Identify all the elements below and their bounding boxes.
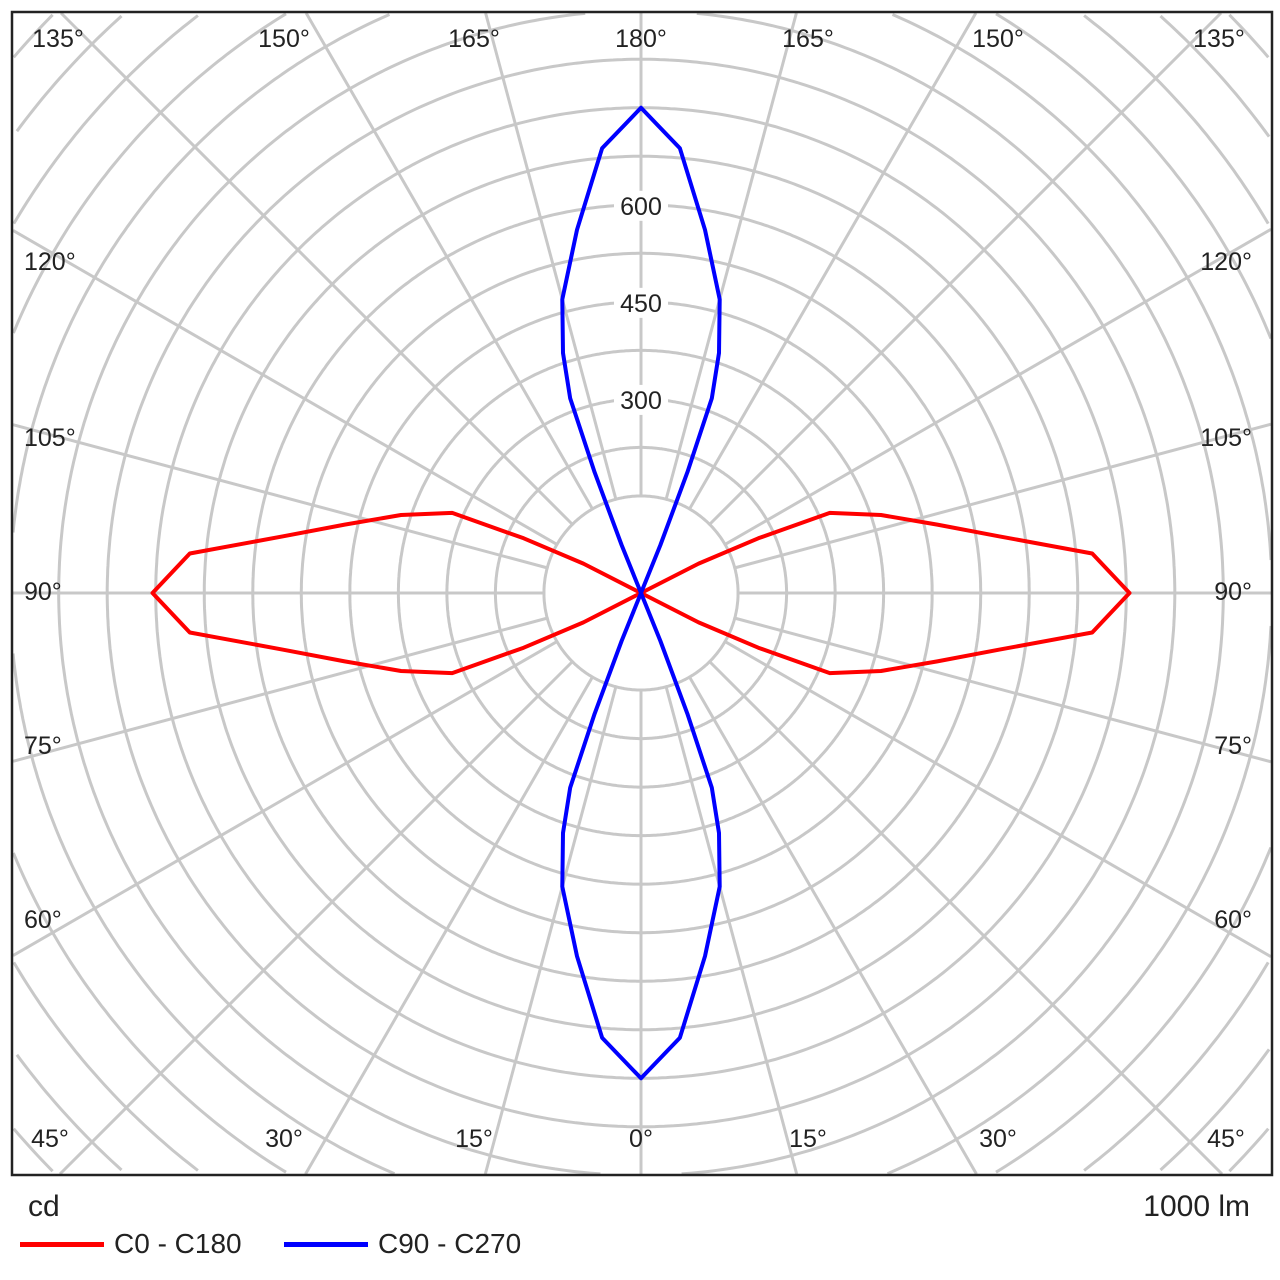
grid-spoke xyxy=(304,12,594,510)
grid-ring xyxy=(57,11,1225,1176)
radial-tick-bg xyxy=(614,190,668,221)
angle-label: 15° xyxy=(789,1125,827,1153)
luminous-flux-label: 1000 lm xyxy=(1143,1190,1250,1223)
grid-spoke xyxy=(734,422,1272,570)
angle-label: 120° xyxy=(1200,248,1252,276)
grid-spoke xyxy=(12,640,558,957)
angle-label: 60° xyxy=(1214,906,1252,934)
grid-spoke xyxy=(708,11,1223,526)
grid-spoke xyxy=(664,686,799,1175)
legend-label: C90 - C270 xyxy=(378,1228,522,1259)
angle-label: 90° xyxy=(1214,578,1252,606)
angle-label: 105° xyxy=(1200,424,1252,452)
grid-spoke xyxy=(59,11,574,526)
angle-label: 45° xyxy=(1207,1125,1245,1153)
angle-label: 30° xyxy=(265,1125,303,1153)
grid-spoke xyxy=(12,423,548,570)
angle-label: 30° xyxy=(979,1125,1017,1153)
grid-ring xyxy=(15,14,1271,1172)
grid-spoke xyxy=(724,640,1272,959)
angle-label: 165° xyxy=(782,25,834,53)
angle-label: 75° xyxy=(24,732,62,760)
unit-label: cd xyxy=(28,1190,60,1223)
angle-label: 150° xyxy=(258,25,310,53)
angle-label: 120° xyxy=(24,248,76,276)
radial-tick-label: 450 xyxy=(620,290,662,318)
grid-ring xyxy=(12,13,1270,1173)
angle-label: 165° xyxy=(448,25,500,53)
grid-ring xyxy=(12,12,1273,1174)
angle-label: 180° xyxy=(615,25,667,53)
grid-spoke xyxy=(483,686,618,1175)
grid-spoke xyxy=(688,12,978,510)
grid-spoke xyxy=(58,660,574,1176)
radial-tick-bg xyxy=(614,287,668,318)
angle-label: 105° xyxy=(24,424,76,452)
grid-ring xyxy=(11,13,1273,1176)
legend-item-c90-c270: C90 - C270 xyxy=(284,1228,521,1260)
grid-spoke xyxy=(12,616,548,763)
legend-item-c0-c180: C0 - C180 xyxy=(20,1228,242,1260)
grid-spoke xyxy=(688,676,978,1175)
grid-spoke xyxy=(12,229,558,546)
angle-label: 15° xyxy=(455,1125,493,1153)
grid-spoke xyxy=(304,676,594,1175)
intensity-curves xyxy=(150,105,1132,1081)
grid-spoke xyxy=(484,12,618,500)
legend-swatch-blue xyxy=(284,1241,368,1247)
grid-spoke xyxy=(708,660,1224,1176)
legend-label: C0 - C180 xyxy=(114,1228,242,1259)
grid-spoke xyxy=(664,12,798,500)
grid-spoke xyxy=(724,227,1272,546)
angle-label: 75° xyxy=(1214,732,1252,760)
legend-swatch-red xyxy=(20,1241,104,1247)
grid-ring xyxy=(12,14,1270,1172)
radial-tick-bg xyxy=(614,384,668,415)
series-curve-1 xyxy=(560,105,722,1081)
radial-tick-label: 600 xyxy=(620,193,662,221)
angle-label: 90° xyxy=(24,578,62,606)
grid-ring xyxy=(542,494,740,692)
angle-label: 150° xyxy=(972,25,1024,53)
axis-labels: 135° 150° 165° 180° 165° 150° 135° 45° 30° 15° 0° 1… xyxy=(24,25,1252,1153)
chart-frame xyxy=(10,10,1274,1177)
radial-tick-label: 300 xyxy=(620,387,662,415)
angle-label: 135° xyxy=(32,25,84,53)
polar-grid xyxy=(11,11,1273,1176)
angle-label: 45° xyxy=(31,1125,69,1153)
angle-label: 135° xyxy=(1193,25,1245,53)
grid-spoke xyxy=(734,616,1272,764)
angle-label: 60° xyxy=(24,906,62,934)
angle-label: 0° xyxy=(629,1125,653,1153)
